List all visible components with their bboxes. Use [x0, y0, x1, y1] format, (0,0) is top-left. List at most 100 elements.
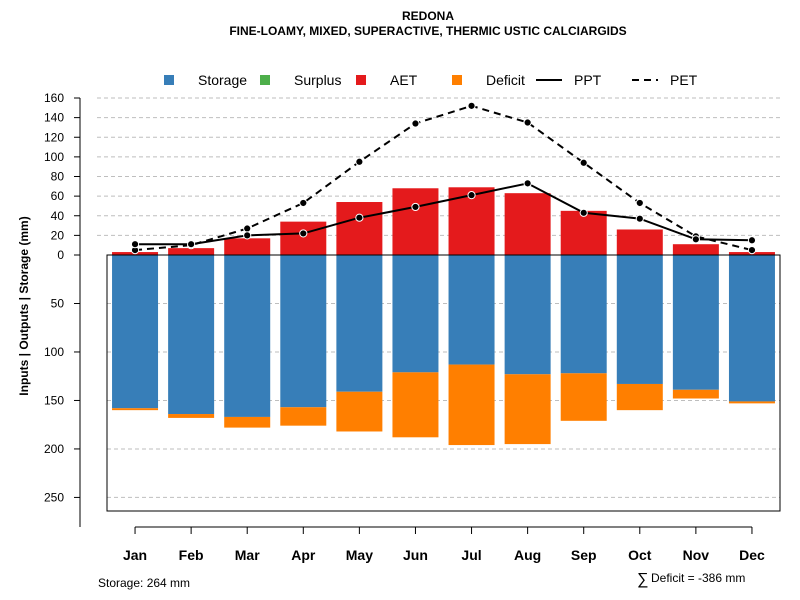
x-tick-label: Aug [514, 547, 541, 563]
deficit-bar [504, 374, 551, 445]
storage-bar [560, 255, 607, 374]
x-tick-label: Jun [403, 547, 428, 563]
bars [112, 187, 775, 446]
y-tick-label: 40 [51, 209, 65, 223]
pet-line-point [467, 101, 476, 110]
legend-label: Surplus [294, 72, 341, 88]
legend-swatch [356, 75, 366, 85]
y-tick-label: 100 [44, 345, 64, 359]
storage-bar [280, 255, 327, 408]
legend-label: Storage [198, 72, 247, 88]
storage-bar [168, 255, 215, 415]
legend-swatch [164, 75, 174, 85]
chart-subtitle: FINE-LOAMY, MIXED, SUPERACTIVE, THERMIC … [229, 24, 626, 38]
x-tick-label: Nov [683, 547, 710, 563]
y-tick-label: 150 [44, 393, 64, 407]
deficit-bar [392, 372, 439, 438]
storage-bar [448, 255, 495, 365]
y-tick-label: 200 [44, 442, 64, 456]
aet-bar [168, 248, 215, 255]
deficit-bar [560, 373, 607, 421]
y-tick-label: 100 [44, 150, 64, 164]
ppt-line-point [130, 240, 140, 249]
x-tick-label: Jan [123, 547, 147, 563]
deficit-note: Deficit = -386 mm [651, 571, 745, 585]
gridlines [97, 97, 780, 498]
deficit-bar [672, 389, 719, 399]
legend-label: PET [670, 72, 698, 88]
x-tick-label: May [346, 547, 373, 563]
x-tick-label: Sep [571, 547, 597, 563]
x-axis: Jan Feb Mar Apr May Jun Jul Aug Sep Oct Nov Dec [123, 526, 765, 563]
y-tick-label: 80 [51, 170, 65, 184]
x-tick-label: Dec [739, 547, 765, 563]
deficit-bar [616, 383, 663, 411]
lines [130, 101, 757, 255]
aet-bar [672, 244, 719, 255]
pet-line-point [579, 158, 588, 167]
legend: Storage Surplus AET Deficit PPT PET [164, 72, 698, 88]
x-tick-label: Apr [291, 547, 316, 563]
storage-bar [728, 255, 775, 402]
deficit-bar [224, 416, 271, 428]
storage-bar [336, 255, 383, 392]
pet-line-point [523, 118, 532, 127]
deficit-bar [168, 414, 215, 418]
y-tick-label: 60 [51, 189, 65, 203]
deficit-bar [280, 407, 327, 426]
legend-swatch [452, 75, 462, 85]
pet-line [134, 104, 753, 252]
x-tick-label: Oct [628, 547, 652, 563]
aet-bar [224, 238, 271, 255]
pet-line-point [355, 157, 364, 166]
ppt-line [135, 182, 752, 246]
y-tick-label: 20 [51, 228, 65, 242]
pet-line-point [747, 245, 757, 255]
x-tick-label: Feb [179, 547, 204, 563]
legend-label: Deficit [486, 72, 525, 88]
ppt-line-point [299, 229, 308, 238]
ppt-line-point [187, 240, 196, 249]
pet-line-point [243, 224, 252, 233]
y-tick-label: 0 [57, 248, 64, 262]
ppt-line-point [411, 202, 420, 212]
deficit-bar [336, 391, 383, 432]
aet-bar [336, 202, 383, 255]
ppt-line-point [691, 235, 700, 244]
storage-bar [672, 255, 719, 390]
pet-line-point [411, 119, 420, 128]
storage-bar [504, 255, 551, 375]
y-tick-label: 140 [44, 111, 64, 125]
y-tick-label: 120 [44, 130, 64, 144]
legend-label: PPT [574, 72, 602, 88]
storage-note: Storage: 264 mm [98, 576, 190, 590]
y-tick-label: 250 [44, 490, 64, 504]
deficit-sum-symbol: ∑ [637, 571, 648, 588]
storage-bar [616, 255, 663, 384]
ppt-line-point [355, 213, 364, 222]
deficit-bar [112, 408, 159, 411]
ppt-line-point [579, 208, 588, 217]
y-tick-label: 50 [51, 296, 65, 310]
aet-bar [616, 229, 663, 255]
ppt-line-point [747, 236, 757, 245]
ppt-line-point [635, 214, 644, 223]
ppt-line-point [523, 179, 532, 188]
legend-swatch [260, 75, 270, 85]
storage-bar [392, 255, 439, 373]
aet-bar [280, 221, 327, 255]
pet-line-point [635, 198, 644, 208]
storage-bar [112, 255, 159, 409]
ppt-line-point [243, 231, 252, 240]
deficit-bar [728, 401, 775, 404]
aet-bar [392, 188, 439, 255]
ppt-line-point [467, 191, 476, 200]
aet-bar [560, 210, 607, 255]
y-axis-label: Inputs | Outputs | Storage (mm) [17, 216, 31, 395]
storage-bar [224, 255, 271, 417]
y-tick-label: 160 [44, 91, 64, 105]
deficit-bar [448, 364, 495, 446]
x-tick-label: Mar [235, 547, 260, 563]
